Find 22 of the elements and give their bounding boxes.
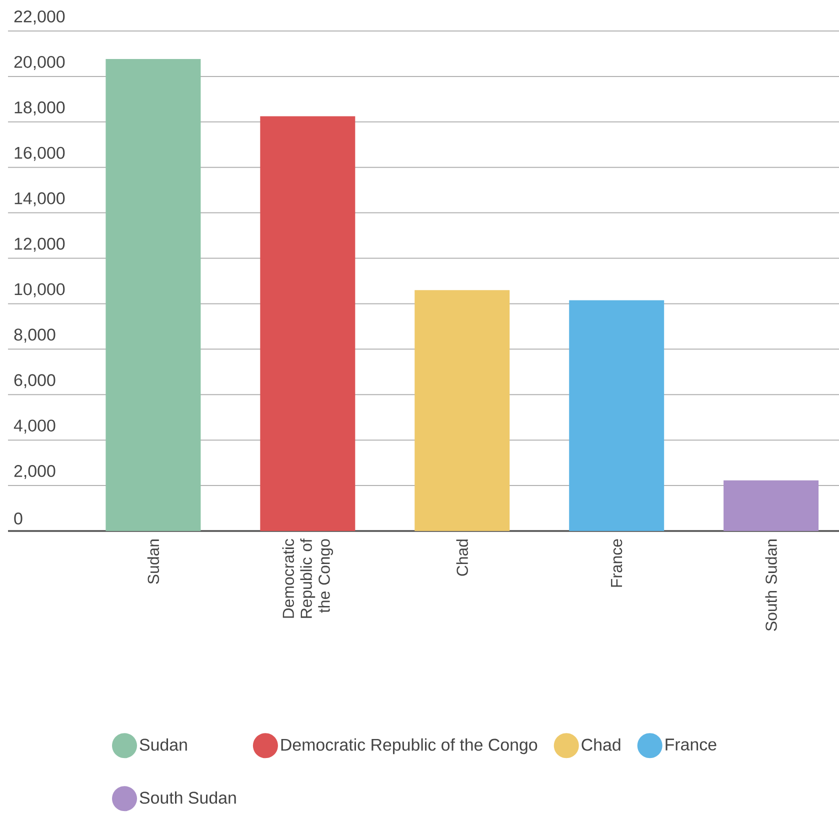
y-tick-label: 8,000	[14, 328, 56, 343]
x-tick-label: Democratic Republic of the Congo	[282, 538, 334, 618]
x-tick-label: Chad	[456, 540, 468, 576]
legend-label: South Sudan	[140, 791, 236, 804]
y-tick-label: 4,000	[14, 420, 56, 434]
y-tick-label: 22,000	[14, 10, 65, 24]
x-tick-label: France	[611, 539, 622, 587]
y-tick-label: 12,000	[14, 238, 65, 252]
x-tick-label: Sudan	[147, 540, 160, 584]
legend-label: Chad	[582, 738, 620, 751]
y-tick-label: 18,000	[14, 101, 65, 116]
y-tick-label: 16,000	[14, 146, 65, 161]
y-tick-label: 0	[14, 512, 22, 524]
y-tick-label: 2,000	[14, 465, 56, 480]
legend-label: France	[666, 738, 716, 750]
y-tick-label: 14,000	[14, 192, 65, 206]
y-tick-label: 6,000	[14, 374, 56, 388]
y-tick-label: 20,000	[14, 56, 65, 70]
legend-label: Democratic Republic of the Congo	[281, 738, 538, 754]
y-tick-label: 10,000	[14, 283, 65, 298]
legend-label: Sudan	[140, 738, 187, 751]
x-tick-label: South Sudan	[765, 540, 777, 631]
